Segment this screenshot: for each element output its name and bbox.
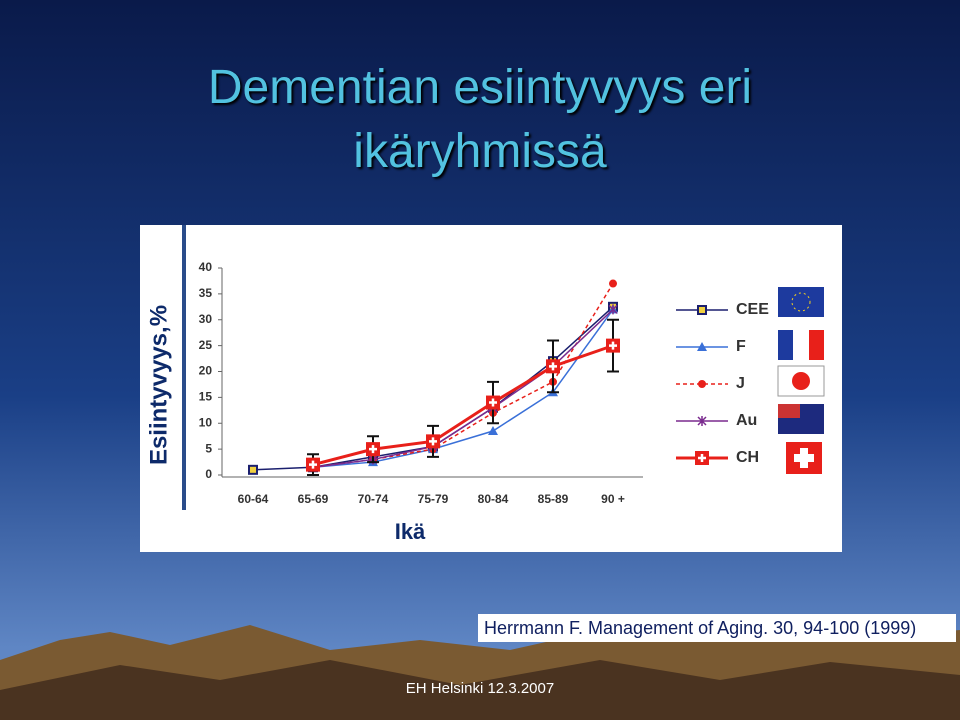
legend-marker <box>697 342 707 351</box>
y-axis-label: Esiintyvyys,% <box>145 305 172 465</box>
y-tick-label: 40 <box>199 260 213 274</box>
legend-label: F <box>736 338 746 355</box>
source-note: Herrmann F. Management of Aging. 30, 94-… <box>478 614 956 642</box>
divider <box>182 225 186 510</box>
x-tick-label: 70-74 <box>358 492 389 506</box>
chart-panel <box>140 225 842 552</box>
y-tick-label: 20 <box>199 364 213 378</box>
y-tick-label: 15 <box>199 390 213 404</box>
legend-marker <box>697 416 707 426</box>
y-tick-label: 0 <box>205 467 212 481</box>
series-line <box>312 344 614 467</box>
y-tick-label: 25 <box>199 338 213 352</box>
point <box>248 464 258 475</box>
point <box>366 442 380 457</box>
footer: EH Helsinki 12.3.2007 <box>405 680 555 697</box>
y-tick-label: 10 <box>199 415 213 429</box>
legend-marker <box>695 451 709 465</box>
x-tick-label: 75-79 <box>418 492 449 506</box>
legend-marker <box>697 305 707 315</box>
point <box>546 359 560 374</box>
x-tick-label: 80-84 <box>478 492 509 506</box>
y-tick-label: 5 <box>205 441 212 455</box>
legend-label: CEE <box>736 301 769 318</box>
slide-title: Dementian esiintyvyys eri ikäryhmissä <box>207 61 753 178</box>
series-line <box>312 308 614 468</box>
legend-marker <box>698 380 706 388</box>
legend-label: Au <box>736 412 757 429</box>
series-line <box>312 308 614 468</box>
x-tick-label: 65-69 <box>298 492 329 506</box>
legend-label: CH <box>736 449 759 466</box>
point <box>488 426 498 436</box>
legend-label: J <box>736 375 745 392</box>
point <box>608 304 618 315</box>
flags <box>777 287 825 474</box>
x-tick-label: 85-89 <box>538 492 569 506</box>
point <box>426 434 440 449</box>
x-axis-label: Ikä <box>395 519 426 544</box>
y-tick-label: 30 <box>199 312 213 326</box>
point <box>609 279 617 288</box>
x-tick-label: 90 + <box>601 492 625 506</box>
x-tick-label: 60-64 <box>238 492 269 506</box>
point <box>306 457 320 472</box>
y-tick-label: 35 <box>199 286 213 300</box>
point <box>486 395 500 410</box>
point <box>606 338 620 353</box>
